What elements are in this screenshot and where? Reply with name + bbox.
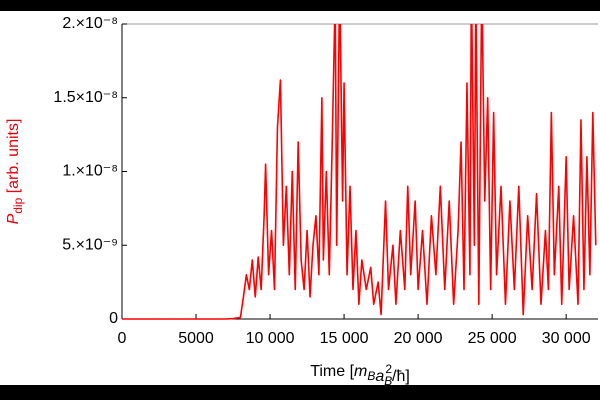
y-axis-label: Pdip [arb. units]: [5, 119, 25, 225]
x-label-part: a: [375, 368, 384, 385]
y-label-part: [arb. units]: [5, 119, 22, 198]
x-tick-label: 5000: [178, 330, 214, 347]
x-label-part: B: [367, 369, 375, 383]
x-tick-label: 25 000: [468, 330, 517, 347]
x-label-part: 2: [385, 362, 392, 376]
x-label-part: m: [354, 363, 367, 380]
x-label-part: Time [: [310, 363, 354, 380]
x-tick-label: 0: [118, 330, 127, 347]
x-label-part: /ħ]: [392, 368, 410, 385]
y-label-part: P: [5, 213, 22, 224]
x-tick-label: 10 000: [246, 330, 295, 347]
x-tick-label: 30 000: [542, 330, 591, 347]
x-label-part: B: [384, 374, 392, 388]
letterbox-bottom: [0, 385, 600, 400]
y-tick-label: 2.×10⁻⁸: [62, 15, 118, 32]
y-tick-label: 5.×10⁻⁹: [62, 236, 118, 253]
y-tick-label: 1.×10⁻⁸: [62, 163, 118, 180]
y-tick-label: 1.5×10⁻⁸: [53, 89, 118, 106]
x-tick-label: 20 000: [394, 330, 443, 347]
letterbox-top: [0, 0, 600, 11]
y-label-part: dip: [11, 197, 25, 213]
x-tick-label: 15 000: [320, 330, 369, 347]
y-tick-label: 0: [109, 310, 118, 327]
plot-area: [122, 24, 597, 320]
data-line: [122, 24, 597, 320]
x-axis-label: Time [mBaB2/ħ]: [310, 362, 410, 388]
